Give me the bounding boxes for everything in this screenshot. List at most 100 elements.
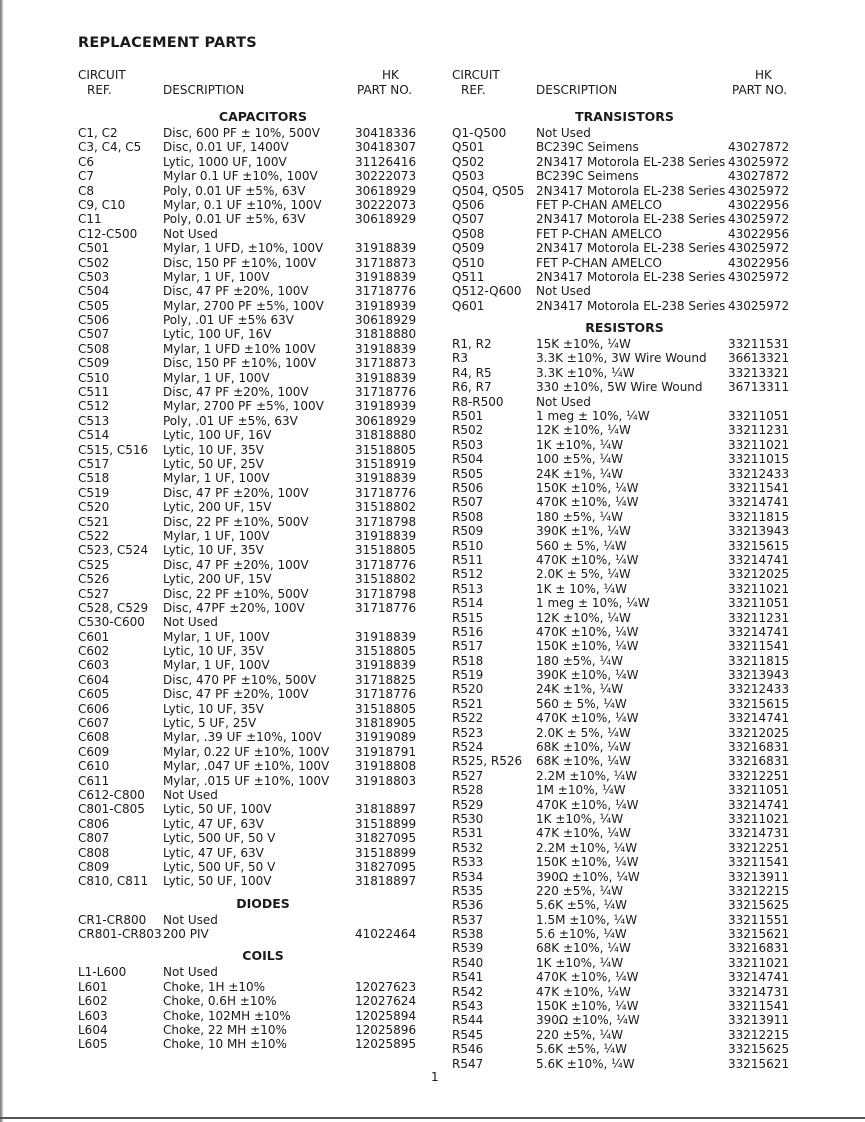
circuit-ref: R512 [452,567,484,582]
circuit-ref: Q509 [452,241,485,256]
hk-part-number: 30618929 [355,413,417,428]
table-row: C6 Lytic, 1000 UF, 100V 31126416 [78,155,448,169]
part-description: Lytic, 47 UF, 63V [163,845,264,860]
hk-part-number: 30618929 [355,212,417,227]
circuit-ref: C507 [78,327,110,342]
table-row: C8 Poly, 0.01 UF ±5%, 63V 30618929 [78,184,448,198]
part-description: 470K ±10%, ¼W [536,495,639,510]
table-row: R529 470K ±10%, ¼W 33214741 [452,798,797,812]
table-row: C515, C516 Lytic, 10 UF, 35V 31518805 [78,443,448,457]
circuit-ref: R525, R526 [452,754,523,769]
part-description: 180 ±5%, ¼W [536,509,623,524]
part-description: Disc, 600 PF ± 10%, 500V [163,126,321,140]
page-title: REPLACEMENT PARTS [78,35,257,51]
table-row: R539 68K ±10%, ¼W 33216831 [452,941,797,955]
hk-part-number: 33211541 [728,480,790,495]
circuit-ref: R505 [452,466,484,481]
hk-part-number: 31518899 [355,845,417,860]
table-row: R513 1K ± 10%, ¼W 33211021 [452,582,797,596]
hk-part-number: 30222073 [355,169,417,184]
part-description: 560 ± 5%, ¼W [536,538,627,553]
table-row: C7 Mylar 0.1 UF ±10%, 100V 30222073 [78,169,448,183]
circuit-ref: C522 [78,528,110,543]
table-row: Q509 2N3417 Motorola EL-238 Series 4302597… [452,241,797,255]
scan-edge-bottom [0,1117,865,1119]
hk-part-number: 33211021 [728,581,790,596]
hk-part-number: 31518805 [355,644,417,659]
circuit-ref: C11 [78,212,102,227]
circuit-ref: C610 [78,759,110,774]
part-description: Poly, .01 UF ±5%, 63V [163,413,298,428]
header-ref: REF. [87,83,112,97]
part-description: 68K ±10%, ¼W [536,740,631,755]
hk-part-number: 31918791 [355,744,417,759]
table-row: C502 Disc, 150 PF ±10%, 100V 31718873 [78,256,448,270]
table-row: C608 Mylar, .39 UF ±10%, 100V 31919089 [78,730,448,744]
circuit-ref: C810, C811 [78,874,149,889]
part-description: 390K ±10%, ¼W [536,668,639,683]
hk-part-number: 33214731 [728,984,790,999]
part-description: Lytic, 5 UF, 25V [163,716,257,731]
circuit-ref: Q601 [452,298,485,313]
table-row: C522 Mylar, 1 UF, 100V 31918839 [78,529,448,543]
hk-part-number: 43025972 [728,154,790,169]
table-row: R540 1K ±10%, ¼W 33211021 [452,956,797,970]
part-description: Lytic, 200 UF, 15V [163,500,272,515]
table-row: R514 1 meg ± 10%, ¼W 33211051 [452,596,797,610]
part-description: Disc, 47PF ±20%, 100V [163,600,305,615]
part-description: FET P-CHAN AMELCO [536,226,662,241]
hk-part-number: 31818897 [355,874,417,889]
part-description: 180 ±5%, ¼W [536,653,623,668]
part-description: 470K ±10%, ¼W [536,552,639,567]
table-row: C525 Disc, 47 PF ±20%, 100V 31718776 [78,558,448,572]
part-description: Disc, 47 PF ±20%, 100V [163,557,309,572]
circuit-ref: C6 [78,154,95,169]
circuit-ref: R521 [452,696,484,711]
part-description: Mylar, 1 UF, 100V [163,528,270,543]
part-description: Disc, 0.01 UF, 1400V [163,140,289,155]
part-description: Poly, .01 UF ±5% 63V [163,313,294,328]
hk-part-number: 30222073 [355,197,417,212]
table-row: C518 Mylar, 1 UF, 100V 31918839 [78,471,448,485]
table-row: C508 Mylar, 1 UFD ±10% 100V 31918839 [78,342,448,356]
table-row: CR1-CR800 Not Used [78,913,448,927]
hk-part-number: 31518899 [355,816,417,831]
column-headers: CIRCUIT REF. DESCRIPTION HK PART NO. [78,68,448,102]
circuit-ref: L604 [78,1023,108,1038]
hk-part-number: 31126416 [355,154,417,169]
hk-part-number: 31718873 [355,356,417,371]
hk-part-number: 33211051 [728,409,790,424]
circuit-ref: R532 [452,840,484,855]
circuit-ref: R536 [452,898,484,913]
table-row: C504 Disc, 47 PF ±20%, 100V 31718776 [78,284,448,298]
hk-part-number: 31718776 [355,600,417,615]
hk-part-number: 33212433 [728,682,790,697]
hk-part-number: 30618929 [355,183,417,198]
circuit-ref: C515, C516 [78,442,149,457]
circuit-ref: R524 [452,740,484,755]
circuit-ref: C602 [78,644,110,659]
part-description: Disc, 47 PF ±20%, 100V [163,687,309,702]
part-description: Disc, 47 PF ±20%, 100V [163,385,309,400]
circuit-ref: R520 [452,682,484,697]
circuit-ref: C607 [78,716,110,731]
header-description: DESCRIPTION [536,83,618,97]
hk-part-number: 33211815 [728,509,790,524]
part-description: 560 ± 5%, ¼W [536,696,627,711]
table-row: C507 Lytic, 100 UF, 16V 31818880 [78,327,448,341]
table-row: C514 Lytic, 100 UF, 16V 31818880 [78,428,448,442]
right-column: CIRCUIT REF. DESCRIPTION HK PART NO. TRA… [452,68,797,1071]
circuit-ref: C806 [78,816,110,831]
circuit-ref: Q1-Q500 [452,126,507,140]
hk-part-number: 31818897 [355,802,417,817]
table-row: R507 470K ±10%, ¼W 33214741 [452,495,797,509]
part-description: 1 meg ± 10%, ¼W [536,409,650,424]
part-description: Lytic, 500 UF, 50 V [163,859,276,874]
hk-part-number: 33213911 [728,869,790,884]
table-row: R516 470K ±10%, ¼W 33214741 [452,625,797,639]
part-description: 24K ±1%, ¼W [536,466,624,481]
part-description: 390K ±1%, ¼W [536,524,631,539]
section-title: CAPACITORS [218,109,308,124]
hk-part-number: 30418336 [355,126,417,140]
table-row: C1, C2 Disc, 600 PF ± 10%, 500V 30418336 [78,126,448,140]
